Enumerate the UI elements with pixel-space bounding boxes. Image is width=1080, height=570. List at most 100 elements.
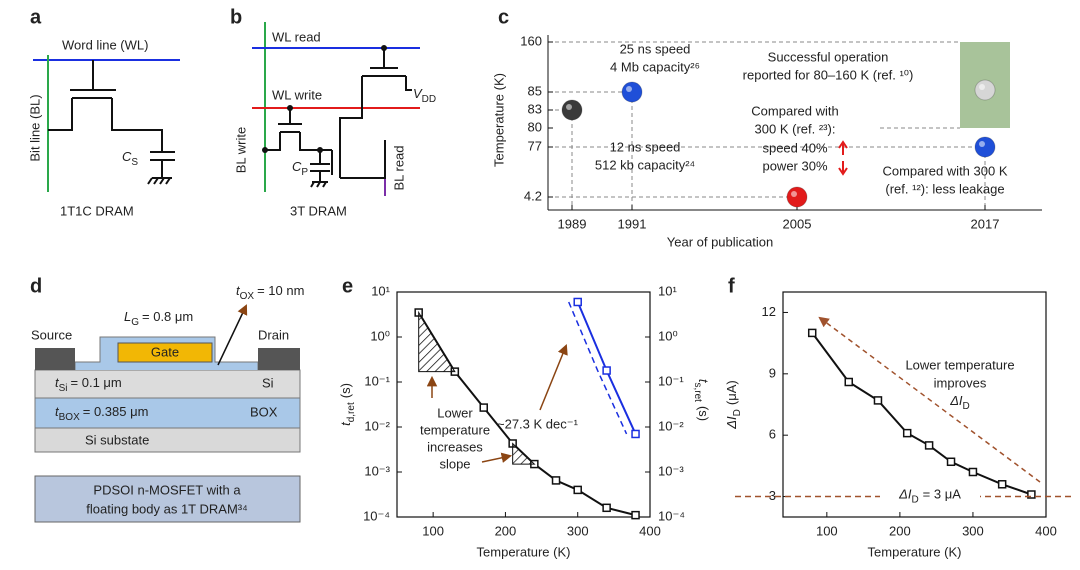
source-contact	[35, 348, 75, 370]
gate-label: Gate	[151, 344, 179, 359]
y2-tick-label: 10¹	[658, 283, 677, 298]
sym: t	[55, 404, 60, 419]
x-tick-label: 200	[889, 523, 911, 538]
rest: = 0.1 μm	[71, 375, 122, 390]
note-part: D	[963, 401, 970, 412]
wl-write-label: WL write	[272, 87, 322, 102]
caption-box	[34, 475, 301, 523]
y-tick-label: 10¹	[371, 283, 390, 298]
note: increases	[427, 439, 483, 454]
y-tick-label: 80	[528, 119, 542, 134]
point	[974, 79, 996, 101]
y-axis-label: Temperature (K)	[491, 73, 506, 167]
plot-frame	[396, 291, 651, 518]
annotation: (ref. ¹²): less leakage	[885, 181, 1004, 196]
caption: 3T DRAM	[290, 203, 347, 218]
transistor-circuit	[48, 60, 175, 185]
note: ΔID	[949, 393, 970, 411]
annotation: Successful operation	[768, 49, 889, 64]
marker	[946, 457, 956, 467]
marker	[631, 510, 640, 520]
y2-tick-label: 10⁻⁴	[658, 508, 685, 523]
x-tick-label: 400	[639, 523, 661, 538]
caption-line: floating body as 1T DRAM³⁴	[86, 501, 247, 516]
y-tick-label: 12	[762, 304, 776, 319]
y-tick-label: 10⁻³	[364, 463, 390, 478]
x-tick-label: 200	[495, 523, 517, 538]
node	[317, 147, 323, 153]
y-tick-label: 85	[528, 83, 542, 98]
y-axis-label: td,ret (s)	[338, 383, 356, 426]
note: Lower temperature	[905, 357, 1014, 372]
y-tick-label: 10⁻⁴	[363, 508, 390, 523]
circuit	[265, 48, 412, 188]
y-axis-label: ΔID (μA)	[724, 380, 742, 429]
sub: Si	[59, 383, 68, 394]
reference-label: ΔID = 3 μA	[898, 487, 961, 505]
trend-arrow	[818, 316, 1041, 483]
x-tick-label: 2005	[783, 216, 812, 231]
y-axis-label-part: D	[732, 409, 743, 416]
marker	[873, 396, 883, 405]
bl-write-label: BL write	[233, 127, 248, 173]
y-tick-label: 4.2	[524, 188, 542, 203]
tbox-label: tBOX = 0.385 μm	[55, 404, 148, 422]
lg-label: LG = 0.8 μm	[124, 309, 193, 327]
marker	[902, 428, 912, 438]
capacitor-symbol: C	[122, 149, 132, 164]
annotation: power 30%	[762, 158, 827, 173]
arrow	[481, 452, 513, 463]
substrate-label: Si substate	[85, 432, 149, 447]
y-tick-label: 77	[528, 138, 542, 153]
note: slope	[439, 456, 470, 471]
sym: t	[55, 375, 60, 390]
marker	[924, 441, 934, 450]
sub: BOX	[59, 412, 80, 423]
marker	[573, 297, 582, 307]
y-tick-label: 3	[769, 488, 776, 503]
tsi-label: tSi = 0.1 μm	[55, 375, 122, 393]
panel-label: e	[342, 275, 353, 297]
plot-frame	[782, 291, 1047, 518]
annotation: Compared with 300 K	[882, 163, 1007, 178]
point	[786, 186, 808, 208]
marker	[551, 476, 561, 485]
box-label: BOX	[250, 404, 278, 419]
y2-tick-label: 10⁰	[658, 328, 678, 343]
point-highlight	[979, 84, 985, 90]
bit-line-label: Bit line (BL)	[27, 94, 42, 161]
vdd-subscript: DD	[422, 94, 436, 105]
wl-read-label: WL read	[272, 29, 321, 44]
gate	[117, 342, 213, 363]
annotation: 4 Mb capacity²⁶	[610, 59, 700, 74]
y-axis-label-part: d,ret	[346, 402, 357, 422]
y2-tick-label: 10⁻³	[658, 463, 684, 478]
down-arrow	[838, 161, 848, 176]
y-tick-label: 10⁻¹	[364, 373, 390, 388]
rest: = 0.385 μm	[83, 404, 149, 419]
y2-tick-label: 10⁻²	[658, 418, 684, 433]
vdd-symbol: V	[413, 86, 423, 101]
fit-line	[568, 301, 628, 435]
y-tick-label: 10⁻²	[364, 418, 390, 433]
y-tick-label: 83	[528, 101, 542, 116]
annotation: reported for 80–160 K (ref. ¹⁰)	[743, 67, 914, 82]
x-tick-label: 1991	[618, 216, 647, 231]
annotation: speed 40%	[762, 140, 827, 155]
y-axis-label-part: (s)	[338, 383, 353, 398]
point	[974, 136, 996, 158]
node	[262, 147, 268, 153]
marker	[602, 366, 611, 375]
y2-tick-label: 10⁻¹	[658, 373, 684, 388]
marker	[479, 403, 488, 412]
y2-axis-label-part: (s)	[696, 406, 711, 421]
reference-label-part: ΔI	[898, 487, 912, 502]
panel-d: d Source Drain Gate LG = 0.8 μm tOX = 10 n…	[30, 275, 304, 523]
point-highlight	[791, 191, 797, 197]
caption-line: PDSOI n-MOSFET with a	[93, 482, 241, 497]
marker	[1027, 490, 1036, 499]
marker	[631, 429, 640, 439]
up-arrow	[838, 140, 848, 155]
annotation: 300 K (ref. ²³):	[755, 121, 836, 136]
